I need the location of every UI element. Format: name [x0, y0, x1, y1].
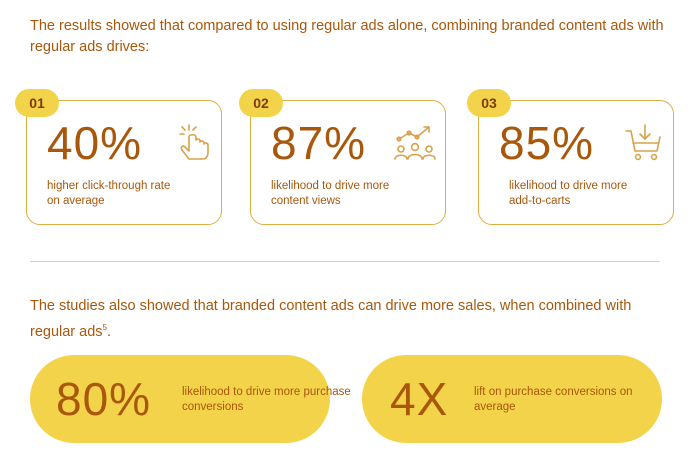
card-description: likelihood to drive more content views — [271, 180, 390, 207]
card-number-badge: 02 — [239, 89, 283, 117]
stat-pill-purchase-likelihood: 80% likelihood to drive more purchase co… — [30, 355, 351, 443]
card-number-badge: 03 — [467, 89, 511, 117]
card-stat: 85% — [499, 117, 595, 169]
card-number-badge: 01 — [15, 89, 59, 117]
stat-card-add-to-carts: 03 85% likelihood to drive more add-to-c… — [467, 89, 674, 225]
pointer-click-icon — [179, 124, 209, 160]
stat-pill-purchase-lift: 4X lift on purchase conversions on avera… — [362, 355, 662, 443]
pill-stat: 80% — [56, 373, 152, 425]
studies-text: The studies also showed that branded con… — [30, 298, 632, 340]
pill-description: lift on purchase conversions on average — [474, 386, 633, 413]
card-stat: 40% — [47, 117, 143, 169]
section-divider — [30, 261, 660, 262]
footnote-marker: 5 — [102, 323, 107, 332]
card-description: likelihood to drive more add-to-carts — [509, 180, 628, 207]
card-stat: 87% — [271, 117, 367, 169]
pill-stat: 4X — [390, 373, 449, 425]
intro-text: The results showed that compared to usin… — [30, 18, 664, 55]
stat-card-click-through: 01 40% higher click-through rate on aver… — [15, 89, 222, 225]
pill-description: likelihood to drive more purchase conver… — [182, 386, 351, 413]
card-description: higher click-through rate on average — [47, 180, 171, 207]
stat-card-content-views: 02 87% likelihood to drive more content … — [239, 89, 446, 225]
add-to-cart-icon — [625, 124, 661, 161]
audience-trend-icon — [394, 126, 436, 160]
